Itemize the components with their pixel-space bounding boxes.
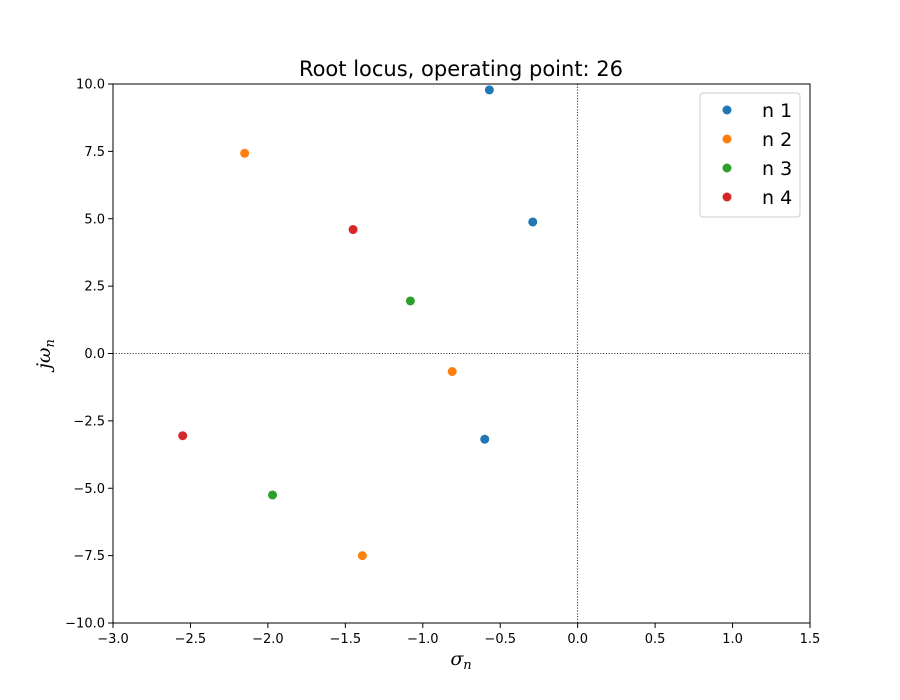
data-point-n2-3 (357, 551, 367, 561)
legend-label-n3: n 3 (762, 158, 792, 180)
x-tick-label: 0.0 (567, 632, 588, 647)
y-tick-label: −10.0 (65, 617, 105, 632)
legend-label-n1: n 1 (762, 100, 792, 122)
data-point-n3-1 (405, 296, 415, 306)
x-tick-label: −0.5 (484, 632, 516, 647)
data-point-n3-2 (268, 490, 278, 500)
x-tick-label: 0.5 (645, 632, 666, 647)
data-point-n1-1 (484, 85, 494, 95)
x-tick-label: −2.0 (252, 632, 284, 647)
y-tick-label: 0.0 (84, 347, 105, 362)
data-point-n1-2 (528, 217, 538, 227)
x-tick-label: −2.5 (175, 632, 207, 647)
data-point-n4-1 (348, 225, 358, 235)
data-point-n1-3 (480, 434, 490, 444)
y-tick-label: 10.0 (76, 78, 105, 93)
y-tick-label: 7.5 (84, 145, 105, 160)
y-axis-label-sub: n (43, 339, 58, 347)
x-axis-label-sub: n (463, 658, 471, 673)
legend-marker-n4 (722, 192, 732, 202)
legend-box (699, 92, 801, 218)
legend-label-n4: n 4 (762, 187, 792, 209)
x-axis-label: σn (450, 648, 471, 673)
x-tick-label: −1.5 (330, 632, 362, 647)
x-axis-label-main: σ (450, 648, 464, 670)
y-axis-label: jωn (33, 339, 58, 373)
y-tick-label: −7.5 (73, 549, 105, 564)
x-tick-label: −1.0 (407, 632, 439, 647)
legend-marker-n2 (722, 134, 732, 144)
x-tick-label: 1.0 (722, 632, 743, 647)
legend-marker-n3 (722, 163, 732, 173)
chart-title: Root locus, operating point: 26 (299, 57, 623, 81)
y-tick-label: −2.5 (73, 414, 105, 429)
x-tick-label: −3.0 (97, 632, 129, 647)
legend-label-n2: n 2 (762, 129, 792, 151)
legend: n 1 n 2 n 3 n 4 (699, 92, 801, 218)
legend-marker-n1 (722, 105, 732, 115)
x-tick-label: 1.5 (800, 632, 821, 647)
y-axis-label-main: jω (33, 347, 55, 372)
data-point-n2-2 (447, 367, 457, 377)
y-tick-label: −5.0 (73, 482, 105, 497)
y-tick-label: 2.5 (84, 280, 105, 295)
y-tick-label: 5.0 (84, 212, 105, 227)
data-point-n2-1 (240, 148, 250, 158)
data-point-n4-2 (178, 431, 188, 441)
